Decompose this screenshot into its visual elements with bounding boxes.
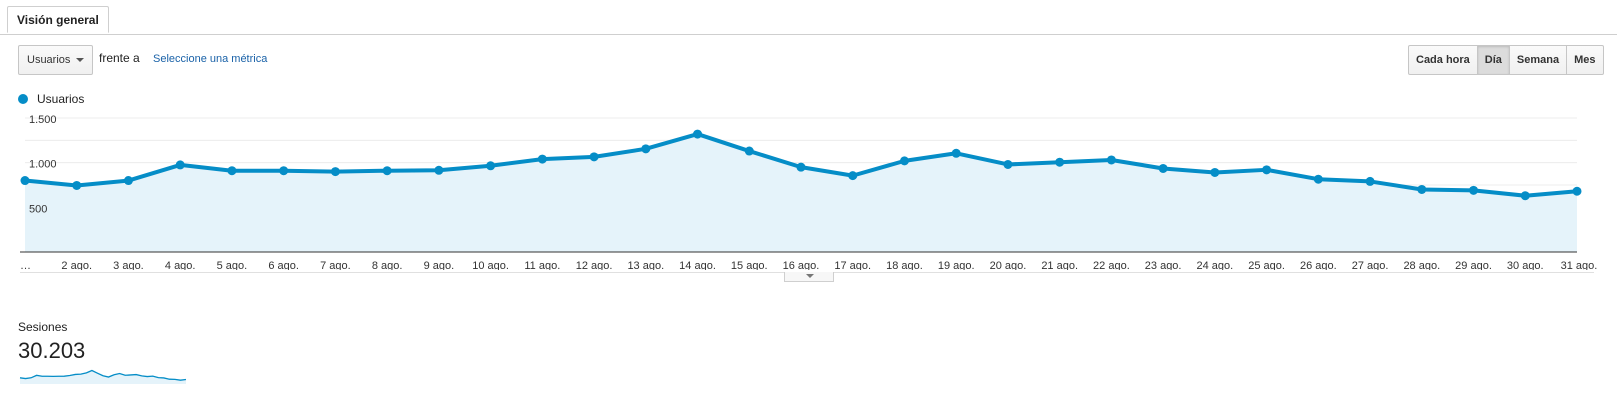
data-point-24 xyxy=(1262,165,1272,175)
sessions-sparkline xyxy=(19,369,187,384)
x-tick-label-21: 22 ago. xyxy=(1093,260,1130,270)
data-point-1 xyxy=(72,180,82,190)
x-tick-label-7: 8 ago. xyxy=(372,260,403,270)
data-point-4 xyxy=(227,166,237,176)
sparkline-line xyxy=(19,369,187,381)
data-point-14 xyxy=(744,146,754,156)
data-point-18 xyxy=(951,148,961,158)
chevron-down-icon xyxy=(806,274,814,278)
data-point-17 xyxy=(899,156,909,166)
data-point-26 xyxy=(1365,176,1375,186)
x-tick-label-25: 26 ago. xyxy=(1300,260,1337,270)
period-button-0[interactable]: Cada hora xyxy=(1408,45,1478,75)
data-point-3 xyxy=(175,160,185,170)
x-tick-label-16: 17 ago. xyxy=(834,260,871,270)
period-button-2[interactable]: Semana xyxy=(1508,45,1568,75)
x-tick-label-1: 2 ago. xyxy=(61,260,92,270)
data-point-16 xyxy=(848,171,858,181)
data-point-19 xyxy=(1003,159,1013,169)
tab-bar: Visión general xyxy=(0,0,1617,35)
x-tick-label-5: 6 ago. xyxy=(268,260,299,270)
kpi-label: Sesiones xyxy=(18,320,68,334)
series-area xyxy=(25,134,1577,252)
x-tick-label-24: 25 ago. xyxy=(1248,260,1285,270)
chevron-down-icon xyxy=(76,58,84,62)
x-tick-label-17: 18 ago. xyxy=(886,260,923,270)
x-tick-label-28: 29 ago. xyxy=(1455,260,1492,270)
x-tick-label-11: 12 ago. xyxy=(576,260,613,270)
data-point-9 xyxy=(486,161,496,171)
x-tick-label-2: 3 ago. xyxy=(113,260,144,270)
legend-label: Usuarios xyxy=(37,92,85,106)
data-point-30 xyxy=(1572,186,1582,196)
collapse-chart-button[interactable] xyxy=(784,272,834,282)
metric-select-value: Usuarios xyxy=(27,54,71,66)
data-point-22 xyxy=(1158,163,1168,173)
x-tick-label-4: 5 ago. xyxy=(217,260,248,270)
x-tick-label-26: 27 ago. xyxy=(1352,260,1389,270)
x-tick-label-27: 28 ago. xyxy=(1403,260,1440,270)
data-point-13 xyxy=(693,129,703,139)
y-tick-label-0: 500 xyxy=(29,203,47,215)
data-point-10 xyxy=(537,154,547,164)
x-tick-label-29: 30 ago. xyxy=(1507,260,1544,270)
data-point-15 xyxy=(796,162,806,172)
data-point-11 xyxy=(589,152,599,162)
data-point-2 xyxy=(123,176,133,186)
x-tick-label-20: 21 ago. xyxy=(1041,260,1078,270)
period-toggle-group: Cada hora Día Semana Mes xyxy=(1408,45,1604,75)
data-point-8 xyxy=(434,165,444,175)
x-tick-label-22: 23 ago. xyxy=(1145,260,1182,270)
x-tick-label-14: 15 ago. xyxy=(731,260,768,270)
tab-overview[interactable]: Visión general xyxy=(7,6,109,33)
x-tick-label-30: 31 ago. xyxy=(1561,260,1598,270)
compare-label: frente a xyxy=(99,51,140,65)
select-metric-link[interactable]: Seleccione una métrica xyxy=(153,53,268,65)
period-button-1[interactable]: Día xyxy=(1476,45,1510,75)
x-tick-label-8: 9 ago. xyxy=(424,260,455,270)
data-point-6 xyxy=(330,167,340,177)
data-point-5 xyxy=(279,166,289,176)
data-point-27 xyxy=(1417,184,1427,194)
period-button-3[interactable]: Mes xyxy=(1566,45,1604,75)
data-point-25 xyxy=(1313,174,1323,184)
x-tick-label-6: 7 ago. xyxy=(320,260,351,270)
x-tick-label-15: 16 ago. xyxy=(783,260,820,270)
data-point-7 xyxy=(382,166,392,176)
data-point-28 xyxy=(1469,185,1479,195)
x-tick-label-18: 19 ago. xyxy=(938,260,975,270)
data-point-23 xyxy=(1210,167,1220,177)
kpi-value: 30.203 xyxy=(18,338,86,363)
metric-select[interactable]: Usuarios xyxy=(18,45,93,75)
chart-legend: Usuarios xyxy=(18,92,84,106)
x-tick-label-9: 10 ago. xyxy=(472,260,509,270)
x-tick-label-19: 20 ago. xyxy=(990,260,1027,270)
y-tick-label-2: 1.500 xyxy=(29,114,57,126)
y-tick-label-1: 1.000 xyxy=(29,159,57,171)
x-tick-label-12: 13 ago. xyxy=(627,260,664,270)
data-point-21 xyxy=(1106,155,1116,165)
users-line-chart: 500 1.000 1.500 … 2 ago. 3 ago. 4 ago. 5 ago. 6 … xyxy=(20,114,1598,270)
x-tick-label-10: 11 ago. xyxy=(524,260,560,270)
x-tick-label-13: 14 ago. xyxy=(679,260,716,270)
sparkline-area xyxy=(20,370,186,384)
data-point-12 xyxy=(641,144,651,154)
data-point-29 xyxy=(1520,191,1530,201)
legend-dot-icon xyxy=(18,94,28,104)
data-point-0 xyxy=(20,176,30,186)
x-tick-label-23: 24 ago. xyxy=(1197,260,1234,270)
data-point-20 xyxy=(1055,157,1065,167)
x-tick-label-0: … xyxy=(20,260,31,270)
x-tick-label-3: 4 ago. xyxy=(165,260,196,270)
